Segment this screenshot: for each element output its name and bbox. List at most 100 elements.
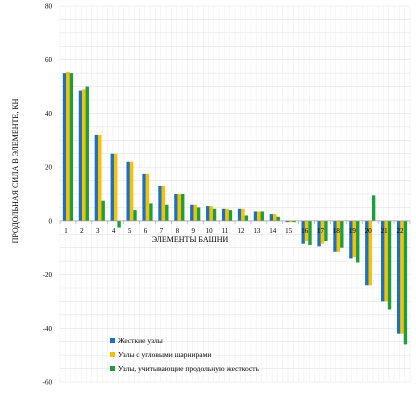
y-tick-labels: -60 -40 -20 0 20 40 60 80 xyxy=(43,3,53,387)
x-tick-label: 12 xyxy=(237,227,245,235)
bar-series-2-4 xyxy=(113,153,118,221)
x-tick-label: 20 xyxy=(365,227,373,235)
bar-series-3-20 xyxy=(371,195,376,221)
bar-series-1-10 xyxy=(206,206,210,221)
bar-series-2-15 xyxy=(288,220,293,223)
bar-series-3-12 xyxy=(244,215,249,221)
y-tick-label: 20 xyxy=(45,164,53,172)
x-tick-label: 10 xyxy=(206,227,214,235)
x-tick-label: 16 xyxy=(301,227,309,235)
bar-series-2-3 xyxy=(98,134,102,221)
bar-series-2-12 xyxy=(241,208,245,221)
bar-series-3-21 xyxy=(387,220,392,310)
bar-series-2-8 xyxy=(177,194,182,221)
x-tick-label: 5 xyxy=(128,227,132,235)
bar-series-3-2 xyxy=(85,86,89,221)
bar-series-2-6 xyxy=(145,173,150,221)
bar-series-2-11 xyxy=(225,208,229,221)
x-tick-label: 11 xyxy=(222,227,229,235)
axes xyxy=(59,220,411,224)
x-tick-label: 21 xyxy=(381,227,389,235)
x-tick-labels: 1 2 3 4 5 6 7 8 9 10 11 12 13 14 15 16 17 18 19 20 21 22 xyxy=(64,227,404,235)
x-tick-label: 2 xyxy=(80,227,84,235)
x-tick-label: 4 xyxy=(112,227,116,235)
bar-series-3-11 xyxy=(228,210,233,221)
bar-series-3-10 xyxy=(212,208,217,221)
legend-label-1: Жесткие узлы xyxy=(118,336,163,345)
x-tick-label: 3 xyxy=(96,227,100,235)
x-tick-label: 15 xyxy=(285,227,293,235)
x-tick-label: 17 xyxy=(317,227,325,235)
bar-series-1-16 xyxy=(301,220,305,244)
bars xyxy=(62,71,408,345)
x-tick-label: 19 xyxy=(349,227,357,235)
bar-series-2-5 xyxy=(129,161,134,221)
x-tick-label: 6 xyxy=(144,227,148,235)
bar-series-3-19 xyxy=(356,220,360,263)
bar-series-1-19 xyxy=(349,220,353,259)
bar-series-3-7 xyxy=(165,204,169,221)
bar-series-3-8 xyxy=(181,194,185,221)
bar-series-2-20 xyxy=(368,220,372,286)
bar-series-2-9 xyxy=(193,204,197,221)
bar-series-1-18 xyxy=(333,220,337,252)
bar-series-2-17 xyxy=(320,220,325,244)
bar-series-2-22 xyxy=(400,220,404,334)
bar-series-2-10 xyxy=(209,206,213,221)
bar-series-1-20 xyxy=(365,220,369,286)
bar-series-2-16 xyxy=(304,220,309,241)
bar-series-1-5 xyxy=(126,161,130,221)
bar-series-2-14 xyxy=(273,214,277,221)
x-tick-label: 8 xyxy=(176,227,180,235)
y-tick-label: 80 xyxy=(45,3,53,11)
bar-series-2-18 xyxy=(336,220,341,252)
bar-series-2-13 xyxy=(257,211,261,221)
legend-swatch-3 xyxy=(110,366,115,371)
bar-series-1-6 xyxy=(142,173,146,221)
bar-series-3-13 xyxy=(260,211,264,221)
bar-series-1-4 xyxy=(110,153,114,221)
y-tick-label: -40 xyxy=(43,325,53,333)
legend-swatch-2 xyxy=(110,352,115,357)
y-axis-title: ПРОДОЛЬНАЯ СИЛА В ЭЛЕМЕНТЕ, КН xyxy=(11,98,20,243)
bar-series-1-11 xyxy=(221,208,226,221)
bar-series-3-1 xyxy=(69,73,74,221)
y-tick-label: 40 xyxy=(45,110,53,118)
x-tick-label: 9 xyxy=(191,227,195,235)
bar-series-1-13 xyxy=(253,211,258,221)
legend-label-2: Узлы с угловыми шарнирами xyxy=(118,350,211,359)
x-tick-label: 14 xyxy=(269,227,277,235)
bar-series-3-9 xyxy=(196,207,201,221)
y-tick-label: -60 xyxy=(43,379,53,387)
bar-series-1-9 xyxy=(190,204,194,221)
y-tick-label: 60 xyxy=(45,56,53,64)
bar-series-1-21 xyxy=(381,220,385,302)
x-tick-label: 22 xyxy=(397,227,405,235)
bar-series-1-1 xyxy=(62,73,67,221)
legend-label-3: Узлы, учитывающие продольную жесткость xyxy=(118,364,260,373)
bar-series-3-18 xyxy=(340,220,344,248)
bar-series-3-16 xyxy=(308,220,312,246)
x-axis-title: ЭЛЕМЕНТЫ БАШНИ xyxy=(152,235,229,244)
bar-series-3-6 xyxy=(149,203,153,221)
x-tick-label: 7 xyxy=(160,227,164,235)
y-tick-label: -20 xyxy=(43,271,53,279)
x-tick-label: 1 xyxy=(64,227,68,235)
bar-series-2-21 xyxy=(384,220,388,302)
bar-series-3-5 xyxy=(133,210,137,221)
bar-series-1-14 xyxy=(269,214,274,221)
bar-series-1-22 xyxy=(396,220,401,334)
bar-series-2-7 xyxy=(161,185,166,221)
x-tick-label: 18 xyxy=(333,227,341,235)
bar-series-1-15 xyxy=(285,220,289,223)
bar-series-3-17 xyxy=(324,220,328,241)
bar-series-2-2 xyxy=(82,89,86,221)
y-tick-label: 0 xyxy=(49,217,53,225)
bar-series-3-14 xyxy=(276,216,280,221)
bar-series-3-15 xyxy=(292,220,296,223)
bar-series-2-1 xyxy=(66,71,70,221)
grid-lines xyxy=(59,5,411,383)
bar-series-1-7 xyxy=(158,185,162,221)
bar-series-1-12 xyxy=(237,208,242,221)
